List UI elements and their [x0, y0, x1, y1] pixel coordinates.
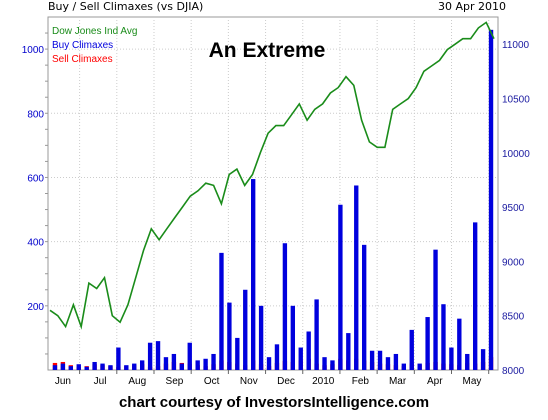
buy-climax-bar: [322, 357, 327, 370]
buy-climax-bar: [250, 179, 256, 370]
buy-climax-bar: [377, 350, 383, 370]
buy-climax-bar: [68, 366, 74, 370]
right-tick-label: 10000: [502, 149, 530, 160]
x-tick-label: Aug: [128, 376, 146, 387]
buy-climax-bar: [282, 243, 288, 370]
plot-background: [47, 16, 499, 371]
climax-chart: 200 400 600 800 1000 8000 8500 9000 9500 10000 10…: [22, 16, 530, 387]
buy-climax-bar: [211, 353, 216, 370]
buy-climax-bar: [314, 299, 319, 370]
right-tick-label: 10500: [502, 94, 530, 105]
buy-climax-bar: [369, 350, 375, 370]
x-tick-label: Jun: [55, 376, 71, 387]
left-tick-label: 600: [27, 173, 44, 184]
buy-climax-bar: [266, 357, 272, 370]
chart-title: Buy / Sell Climaxes (vs DJIA): [48, 0, 204, 13]
buy-climax-bar: [92, 361, 97, 370]
buy-climax-bar: [243, 289, 248, 370]
djia-line: [49, 21, 495, 330]
legend-entry: Buy Climaxes: [52, 40, 113, 51]
footer-credit: chart courtesy of InvestorsIntelligence.…: [118, 394, 430, 411]
x-tick-label: Nov: [240, 376, 258, 387]
right-tick-label: 9000: [502, 257, 525, 268]
buy-climax-bar: [441, 304, 446, 370]
buy-climax-bar: [139, 360, 145, 370]
buy-climax-bar: [100, 363, 105, 370]
x-tick-label: Dec: [277, 376, 295, 387]
buy-climax-bar: [124, 365, 129, 370]
buy-climax-bar: [187, 342, 192, 370]
x-tick-label: May: [463, 376, 482, 387]
buy-climax-bar: [155, 341, 161, 370]
buy-climax-bar: [465, 353, 470, 370]
buy-climax-bar: [330, 360, 335, 370]
legend: Dow Jones Ind Avg Buy Climaxes Sell Climax…: [52, 26, 137, 65]
buy-climax-bar: [171, 353, 177, 370]
buy-climax-bar: [346, 333, 351, 370]
buy-climax-bar: [274, 344, 280, 370]
left-tick-label: 400: [27, 238, 44, 249]
x-tick-label: Feb: [352, 376, 370, 387]
buy-climax-bar: [163, 357, 169, 370]
buy-climax-bar: [354, 185, 359, 370]
right-tick-label: 8000: [502, 366, 525, 377]
left-axis: 200 400 600 800 1000: [22, 32, 48, 355]
buy-climax-bar: [488, 29, 494, 370]
buy-climax-bars: [52, 29, 494, 370]
annotation-label: An Extreme: [209, 39, 326, 62]
x-tick-label: Sep: [166, 376, 184, 387]
buy-climax-bar: [393, 353, 399, 370]
right-axis: 8000 8500 9000 9500 10000 10500 11000: [502, 40, 530, 377]
buy-climax-bar: [409, 329, 414, 370]
buy-climax-bar: [306, 331, 311, 370]
buy-climax-bar: [433, 249, 438, 370]
x-tick-label: Mar: [389, 376, 407, 387]
left-tick-label: 1000: [22, 45, 45, 56]
buy-climax-bar: [116, 347, 121, 370]
buy-climax-bar: [203, 358, 208, 370]
left-tick-label: 200: [27, 302, 44, 313]
buy-climax-bar: [290, 305, 296, 370]
right-tick-label: 8500: [502, 312, 525, 323]
buy-climax-bar: [76, 364, 81, 370]
buy-climax-bar: [417, 363, 422, 370]
chart-date: 30 Apr 2010: [437, 0, 506, 13]
buy-climax-bar: [425, 317, 430, 370]
x-tick-label: Oct: [204, 376, 220, 387]
x-tick-label: Jul: [94, 376, 107, 387]
buy-climax-bar: [480, 349, 486, 370]
buy-climax-bar: [338, 204, 343, 370]
left-tick-label: 800: [27, 109, 44, 120]
buy-climax-bar: [147, 342, 153, 370]
buy-climax-bar: [472, 222, 478, 370]
buy-climax-bar: [219, 252, 224, 370]
legend-entry: Dow Jones Ind Avg: [52, 26, 137, 37]
buy-climax-bar: [298, 347, 303, 370]
right-tick-label: 9500: [502, 203, 525, 214]
buy-climax-bar: [60, 363, 66, 370]
buy-climax-bar: [179, 363, 185, 370]
buy-climax-bar: [401, 363, 407, 370]
right-tick-label: 11000: [502, 40, 530, 51]
x-tick-label: Apr: [427, 376, 443, 387]
buy-climax-bar: [195, 360, 200, 370]
buy-climax-bar: [227, 302, 232, 370]
legend-entry: Sell Climaxes: [52, 54, 113, 65]
buy-climax-bar: [132, 363, 137, 370]
buy-climax-bar: [258, 305, 264, 370]
buy-climax-bar: [361, 244, 367, 370]
buy-climax-bar: [84, 366, 89, 370]
buy-climax-bar: [108, 365, 113, 370]
x-tick-label: 2010: [312, 376, 335, 387]
buy-climax-bar: [235, 337, 240, 370]
buy-climax-bar: [457, 318, 462, 370]
x-axis: Jun Jul Aug Sep Oct Nov Dec 2010 Feb Mar Apr May: [55, 370, 490, 387]
buy-climax-bar: [449, 347, 454, 370]
buy-climax-bar: [52, 365, 58, 370]
buy-climax-bar: [385, 357, 391, 370]
